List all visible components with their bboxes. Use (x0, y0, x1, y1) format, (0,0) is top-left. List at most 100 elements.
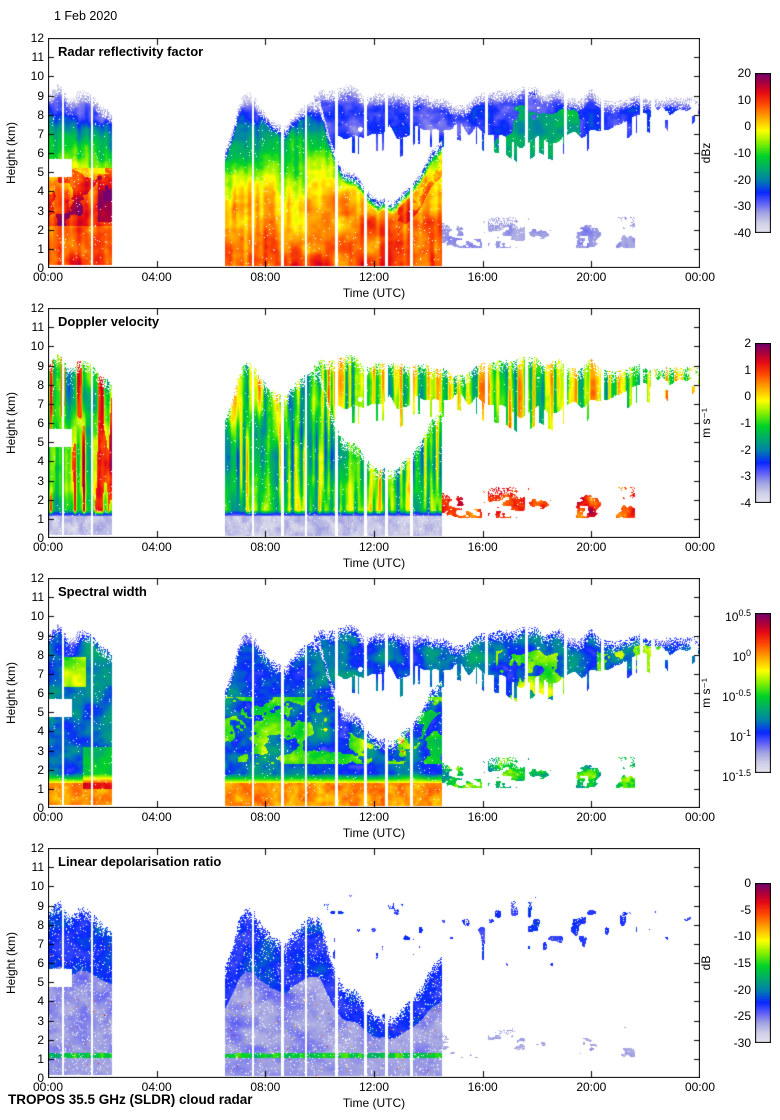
colorbar-ldr (755, 883, 771, 1043)
colorbar-tick-label: -15 (705, 957, 751, 970)
colorbar-tick-text: 10 (732, 650, 746, 664)
y-tick-label: 4 (37, 724, 44, 739)
x-tick-label: 16:00 (467, 810, 498, 824)
colorbar-tick-text: -25 (733, 1009, 751, 1024)
colorbar-tick-exponent: -1 (742, 728, 751, 738)
colorbar-tick-text: 1 (744, 362, 751, 377)
y-tick-label: 6 (37, 416, 44, 430)
colorbar-tick-text: -5 (740, 902, 751, 917)
x-axis-title: Time (UTC) (342, 826, 406, 840)
colorbar-tick-exponent: -0.5 (735, 688, 751, 698)
x-tick-label: 00:00 (684, 270, 716, 284)
y-tick-label: 12 (30, 31, 44, 45)
colorbar-tick-label: 0 (705, 390, 751, 403)
colorbar-tick-text: -3 (740, 469, 751, 484)
x-tick-label: 00:00 (32, 540, 64, 554)
colorbar-unit-reflectivity: dBz (699, 142, 713, 164)
y-tick-label: 0 (37, 531, 44, 545)
colorbar-tick-text: 2 (744, 336, 751, 350)
colorbar-tick-text: -4 (740, 496, 751, 510)
y-tick-label: 2 (37, 492, 44, 507)
y-tick-label: 6 (37, 686, 44, 700)
colorbar-tick-text: -10 (733, 929, 751, 944)
y-tick-label: 11 (31, 860, 44, 875)
colorbar-tick-label: 0 (705, 877, 751, 890)
x-tick-label: 00:00 (684, 540, 716, 554)
y-tick-label: 10 (30, 879, 44, 894)
y-tick-label: 3 (37, 1013, 44, 1028)
x-tick-label: 12:00 (358, 540, 390, 554)
x-tick-label: 00:00 (684, 810, 716, 824)
panel-title-ldr: Linear depolarisation ratio (58, 854, 222, 869)
x-tick-label: 00:00 (32, 270, 64, 284)
x-tick-label: 04:00 (141, 1080, 172, 1094)
colorbar-tick-text: -30 (733, 1036, 751, 1050)
y-tick-label: 9 (37, 358, 44, 373)
y-tick-label: 7 (37, 396, 44, 411)
y-tick-label: 12 (30, 301, 44, 315)
colorbar-tick-label: 10-0.5 (705, 687, 751, 704)
y-tick-label: 4 (37, 184, 44, 199)
y-tick-label: 5 (37, 165, 44, 180)
y-axis-title: Height (km) (4, 121, 18, 185)
colorbar-tick-text: 10 (725, 610, 739, 624)
colorbar-tick-label: -25 (705, 1010, 751, 1023)
colorbar-unit-spectral_width: m s⁻¹ (699, 678, 713, 708)
y-tick-label: 8 (37, 107, 44, 122)
colorbar-tick-text: -10 (733, 146, 751, 160)
colorbar-tick-text: 10 (729, 730, 743, 744)
y-tick-label: 8 (37, 377, 44, 392)
x-tick-label: 12:00 (358, 810, 390, 824)
y-axis-title: Height (km) (4, 661, 18, 725)
y-tick-label: 7 (37, 666, 44, 681)
y-tick-label: 5 (37, 975, 44, 990)
colorbar-tick-label: -20 (705, 982, 751, 997)
y-tick-label: 5 (37, 705, 44, 720)
heatmap-canvas-reflectivity (48, 38, 700, 268)
x-tick-label: 00:00 (32, 810, 64, 824)
colorbar-tick-exponent: 0.5 (738, 608, 751, 618)
x-axis-title: Time (UTC) (342, 286, 406, 300)
y-tick-label: 6 (37, 956, 44, 970)
x-tick-label: 04:00 (141, 810, 172, 824)
y-axis-title: Height (km) (4, 931, 18, 995)
colorbar-tick-label: 20 (705, 67, 751, 80)
colorbar-tick-label: -30 (705, 200, 751, 213)
colorbar-tick-text: 0 (744, 389, 751, 404)
y-tick-label: 8 (37, 647, 44, 662)
y-tick-label: 0 (37, 801, 44, 815)
y-tick-label: 12 (30, 571, 44, 585)
x-tick-label: 00:00 (32, 1080, 64, 1094)
y-tick-label: 9 (37, 898, 44, 913)
y-tick-label: 11 (31, 590, 44, 605)
colorbar-tick-label: 10 (705, 92, 751, 107)
colorbar-tick-label: -5 (705, 902, 751, 917)
y-tick-label: 0 (37, 1071, 44, 1085)
y-tick-label: 3 (37, 203, 44, 218)
colorbar-unit-ldr: dB (699, 955, 713, 971)
date-label: 1 Feb 2020 (54, 9, 118, 23)
colorbar-tick-label: 0 (705, 120, 751, 133)
colorbar-tick-label: -40 (705, 227, 751, 240)
y-tick-label: 8 (37, 917, 44, 932)
y-tick-label: 4 (37, 994, 44, 1009)
x-tick-label: 08:00 (250, 270, 281, 284)
x-tick-label: 20:00 (576, 1080, 607, 1094)
colorbar-tick-text: -30 (733, 199, 751, 214)
y-tick-label: 9 (37, 628, 44, 643)
x-tick-label: 16:00 (467, 540, 498, 554)
x-tick-label: 04:00 (141, 270, 172, 284)
colorbar-tick-text: -20 (733, 982, 751, 997)
y-tick-label: 2 (37, 1032, 44, 1047)
y-tick-label: 10 (30, 69, 44, 84)
y-tick-label: 9 (37, 88, 44, 103)
colorbar-reflectivity (755, 73, 771, 233)
x-tick-label: 16:00 (467, 270, 498, 284)
x-tick-label: 04:00 (141, 540, 172, 554)
colorbar-tick-text: -40 (733, 226, 751, 240)
colorbar-tick-label: -10 (705, 147, 751, 160)
colorbar-tick-text: 10 (737, 92, 751, 107)
colorbar-tick-text: 20 (737, 66, 751, 80)
y-tick-label: 4 (37, 454, 44, 469)
